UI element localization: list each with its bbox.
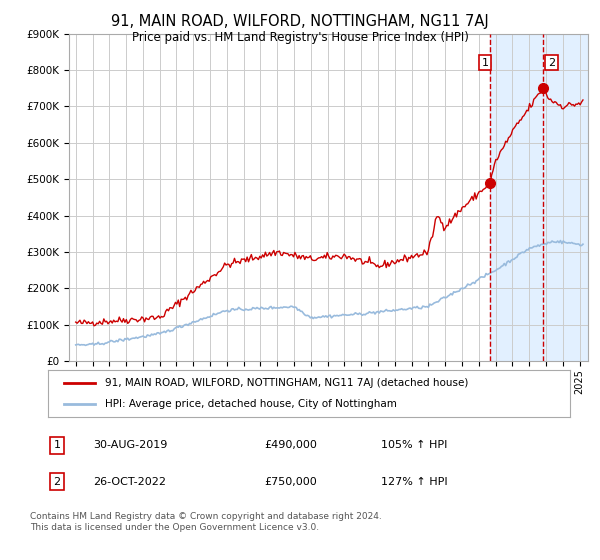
Text: 2: 2 [53, 477, 61, 487]
Text: 1: 1 [482, 58, 488, 68]
Bar [490, 34, 588, 361]
Text: HPI: Average price, detached house, City of Nottingham: HPI: Average price, detached house, City… [106, 399, 397, 409]
Text: 2: 2 [548, 58, 555, 68]
Text: 1: 1 [53, 440, 61, 450]
Text: Price paid vs. HM Land Registry's House Price Index (HPI): Price paid vs. HM Land Registry's House … [131, 31, 469, 44]
Text: 26-OCT-2022: 26-OCT-2022 [93, 477, 166, 487]
Text: 127% ↑ HPI: 127% ↑ HPI [381, 477, 448, 487]
Text: 91, MAIN ROAD, WILFORD, NOTTINGHAM, NG11 7AJ (detached house): 91, MAIN ROAD, WILFORD, NOTTINGHAM, NG11… [106, 378, 469, 388]
Text: 91, MAIN ROAD, WILFORD, NOTTINGHAM, NG11 7AJ: 91, MAIN ROAD, WILFORD, NOTTINGHAM, NG11… [111, 14, 489, 29]
Text: £750,000: £750,000 [264, 477, 317, 487]
Text: 30-AUG-2019: 30-AUG-2019 [93, 440, 167, 450]
Text: 105% ↑ HPI: 105% ↑ HPI [381, 440, 448, 450]
Text: Contains HM Land Registry data © Crown copyright and database right 2024.
This d: Contains HM Land Registry data © Crown c… [30, 512, 382, 532]
Text: £490,000: £490,000 [264, 440, 317, 450]
